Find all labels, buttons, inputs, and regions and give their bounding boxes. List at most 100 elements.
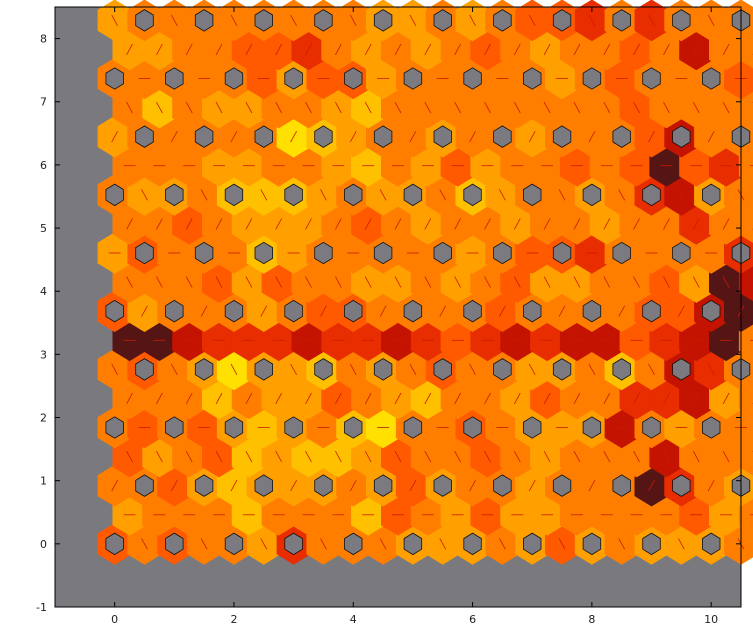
cell-direction-line [543, 218, 551, 230]
cell-direction-line [156, 218, 163, 230]
cell-direction-line [260, 305, 268, 317]
cell-direction-line [722, 392, 730, 405]
cell-direction-line [603, 276, 611, 288]
cell-direction-line [409, 131, 417, 143]
y-tick-label: 8 [40, 33, 47, 46]
neuron-marker [284, 532, 303, 556]
cell-direction-line [633, 218, 640, 230]
neuron-marker [284, 416, 303, 439]
neuron-marker [493, 241, 512, 265]
cell-direction-line [409, 480, 417, 492]
cell-direction-line [454, 43, 461, 56]
cell-direction-line [633, 392, 640, 405]
x-tick-label: 2 [230, 613, 237, 626]
neuron-marker [105, 299, 124, 323]
neuron-marker [702, 67, 721, 90]
neuron-marker [463, 67, 482, 90]
neuron-marker [254, 358, 274, 381]
neuron-marker [702, 416, 721, 439]
cell-direction-line [618, 189, 626, 201]
neuron-marker [582, 183, 602, 207]
cell-direction-line [603, 43, 611, 56]
axes-frame [54, 6, 742, 608]
cell-direction-line [245, 450, 253, 463]
cell-direction-line [379, 189, 387, 201]
cell-direction-line [349, 480, 357, 492]
y-tick-label: -1 [36, 601, 47, 614]
neuron-marker [135, 9, 154, 32]
cell-direction-line [648, 131, 655, 143]
cell-direction-line [424, 276, 432, 288]
neuron-marker [105, 67, 124, 90]
cell-direction-line [454, 450, 461, 463]
cell-direction-line [678, 305, 685, 317]
neuron-marker [552, 241, 572, 265]
neuron-marker [403, 532, 423, 556]
neuron-marker [224, 299, 244, 323]
neuron-marker [254, 9, 274, 32]
cell-direction-line [170, 480, 178, 492]
neuron-marker [344, 532, 363, 556]
cell-direction-line [663, 101, 670, 114]
neuron-marker [284, 183, 303, 207]
cell-direction-line [364, 218, 372, 230]
cell-direction-line [111, 480, 118, 492]
cell-direction-line [126, 218, 133, 230]
cell-direction-line [335, 218, 342, 230]
neuron-marker [105, 183, 124, 207]
cell-direction-line [499, 538, 506, 550]
neuron-marker [493, 125, 512, 148]
cell-direction-line [245, 392, 253, 405]
neuron-marker [344, 183, 363, 207]
neuron-marker [523, 299, 542, 323]
cell-direction-line [454, 392, 461, 405]
cell-direction-line [126, 450, 133, 463]
neuron-marker [135, 474, 154, 497]
cell-direction-line [528, 14, 536, 26]
neuron-marker [523, 416, 542, 439]
neuron-marker [642, 299, 661, 323]
neuron-marker [373, 241, 393, 265]
cell-direction-line [215, 43, 223, 56]
neuron-marker [314, 474, 333, 497]
neuron-marker [135, 241, 154, 265]
neuron-marker [314, 358, 333, 381]
cell-direction-line [678, 189, 685, 201]
y-tick-label: 0 [40, 538, 47, 551]
cell-direction-line [394, 101, 402, 114]
neuron-marker [433, 125, 452, 148]
neuron-marker [582, 299, 602, 323]
neuron-marker [612, 241, 631, 265]
neuron-marker [403, 299, 423, 323]
cell-direction-line [394, 276, 402, 288]
neuron-marker [463, 183, 482, 207]
cell-direction-line [305, 218, 312, 230]
cell-direction-line [156, 392, 163, 405]
neuron-marker [224, 416, 244, 439]
cell-direction-line [692, 276, 700, 288]
cell-direction-line [692, 392, 700, 405]
cell-direction-line [156, 276, 163, 288]
cell-direction-line [364, 276, 372, 288]
neuron-marker [612, 474, 631, 497]
cell-direction-line [245, 101, 253, 114]
neuron-marker [194, 9, 214, 32]
cell-direction-line [424, 101, 432, 114]
cell-direction-line [245, 218, 253, 230]
cell-direction-line [141, 189, 148, 201]
cell-direction-line [335, 43, 342, 56]
cell-direction-line [126, 276, 133, 288]
cell-direction-line [320, 189, 327, 201]
neuron-marker [612, 125, 631, 148]
cell-direction-line [722, 43, 730, 56]
neuron-marker [403, 183, 423, 207]
cell-direction-line [573, 101, 581, 114]
neuron-marker [284, 299, 303, 323]
cell-direction-line [439, 538, 447, 550]
neuron-marker [165, 67, 184, 90]
cell-direction-line [692, 101, 700, 114]
cell-direction-line [513, 276, 521, 288]
neuron-marker [493, 9, 512, 32]
cell-direction-line [305, 43, 312, 56]
neuron-marker [373, 9, 393, 32]
